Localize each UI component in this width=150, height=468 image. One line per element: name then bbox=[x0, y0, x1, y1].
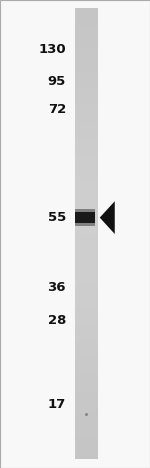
Bar bbox=[75, 306, 98, 313]
Bar bbox=[75, 212, 94, 223]
Bar bbox=[75, 407, 98, 414]
Bar bbox=[75, 446, 98, 453]
Bar bbox=[75, 171, 98, 178]
Bar bbox=[75, 20, 98, 26]
Bar bbox=[75, 351, 98, 358]
Bar bbox=[75, 59, 98, 66]
Bar bbox=[75, 223, 94, 226]
Bar bbox=[75, 81, 98, 88]
Bar bbox=[75, 312, 98, 318]
Bar bbox=[75, 267, 98, 273]
Bar bbox=[75, 76, 98, 82]
Bar bbox=[75, 121, 98, 127]
Text: 55: 55 bbox=[48, 211, 66, 224]
Bar bbox=[75, 8, 98, 15]
Bar bbox=[75, 209, 94, 212]
Bar bbox=[75, 244, 98, 251]
Bar bbox=[75, 402, 98, 408]
Bar bbox=[75, 362, 98, 369]
Bar bbox=[75, 317, 98, 324]
Bar bbox=[75, 223, 94, 226]
Bar bbox=[75, 340, 98, 346]
Bar bbox=[75, 329, 98, 335]
Bar bbox=[75, 435, 98, 442]
Bar bbox=[75, 256, 98, 262]
Bar bbox=[75, 441, 98, 447]
Bar bbox=[75, 205, 98, 212]
Bar bbox=[75, 160, 98, 167]
Bar bbox=[75, 385, 98, 391]
Bar bbox=[75, 143, 98, 150]
Bar bbox=[75, 278, 98, 285]
Bar bbox=[75, 166, 98, 172]
Bar bbox=[75, 177, 98, 183]
Bar bbox=[75, 115, 98, 122]
Bar bbox=[75, 65, 98, 71]
Bar bbox=[75, 272, 98, 279]
Bar bbox=[75, 87, 98, 94]
Bar bbox=[75, 334, 98, 341]
Bar bbox=[75, 188, 98, 195]
Bar bbox=[75, 424, 98, 431]
Bar bbox=[75, 413, 98, 419]
Bar bbox=[75, 42, 98, 49]
Bar bbox=[75, 93, 98, 99]
Bar bbox=[75, 418, 98, 425]
Bar bbox=[75, 250, 98, 256]
Bar bbox=[75, 430, 98, 436]
Polygon shape bbox=[100, 201, 115, 234]
Bar bbox=[75, 149, 98, 155]
Bar bbox=[75, 110, 98, 116]
Bar bbox=[75, 379, 98, 386]
Bar bbox=[75, 53, 98, 60]
Bar bbox=[75, 154, 98, 161]
Bar bbox=[75, 98, 98, 105]
Bar bbox=[75, 216, 98, 223]
Bar bbox=[75, 357, 98, 363]
Bar bbox=[75, 300, 98, 307]
Bar bbox=[75, 261, 98, 268]
Bar bbox=[75, 323, 98, 329]
Bar bbox=[75, 390, 98, 397]
Bar bbox=[75, 396, 98, 402]
Text: 95: 95 bbox=[48, 75, 66, 88]
Bar bbox=[75, 37, 98, 43]
Text: 130: 130 bbox=[38, 43, 66, 56]
Bar bbox=[75, 284, 98, 290]
Bar bbox=[75, 345, 98, 352]
Bar bbox=[75, 132, 98, 139]
Bar bbox=[75, 70, 98, 77]
Bar bbox=[75, 368, 98, 374]
Bar bbox=[75, 452, 98, 459]
Bar bbox=[75, 222, 98, 228]
Bar bbox=[75, 373, 98, 380]
Bar bbox=[75, 31, 98, 37]
Bar bbox=[75, 295, 98, 301]
Bar bbox=[75, 233, 98, 240]
Bar bbox=[75, 194, 98, 200]
Bar bbox=[75, 211, 98, 217]
Bar bbox=[75, 48, 98, 54]
Bar bbox=[75, 239, 98, 245]
Text: 17: 17 bbox=[48, 398, 66, 411]
Bar bbox=[75, 126, 98, 133]
Bar bbox=[75, 289, 98, 296]
Text: 36: 36 bbox=[48, 281, 66, 294]
Bar bbox=[75, 199, 98, 206]
Bar bbox=[75, 14, 98, 21]
Text: 72: 72 bbox=[48, 103, 66, 117]
Bar bbox=[75, 25, 98, 32]
Bar bbox=[75, 138, 98, 144]
Bar bbox=[75, 209, 94, 212]
Bar bbox=[75, 183, 98, 189]
Bar bbox=[75, 104, 98, 110]
Text: 28: 28 bbox=[48, 314, 66, 327]
Bar bbox=[75, 227, 98, 234]
